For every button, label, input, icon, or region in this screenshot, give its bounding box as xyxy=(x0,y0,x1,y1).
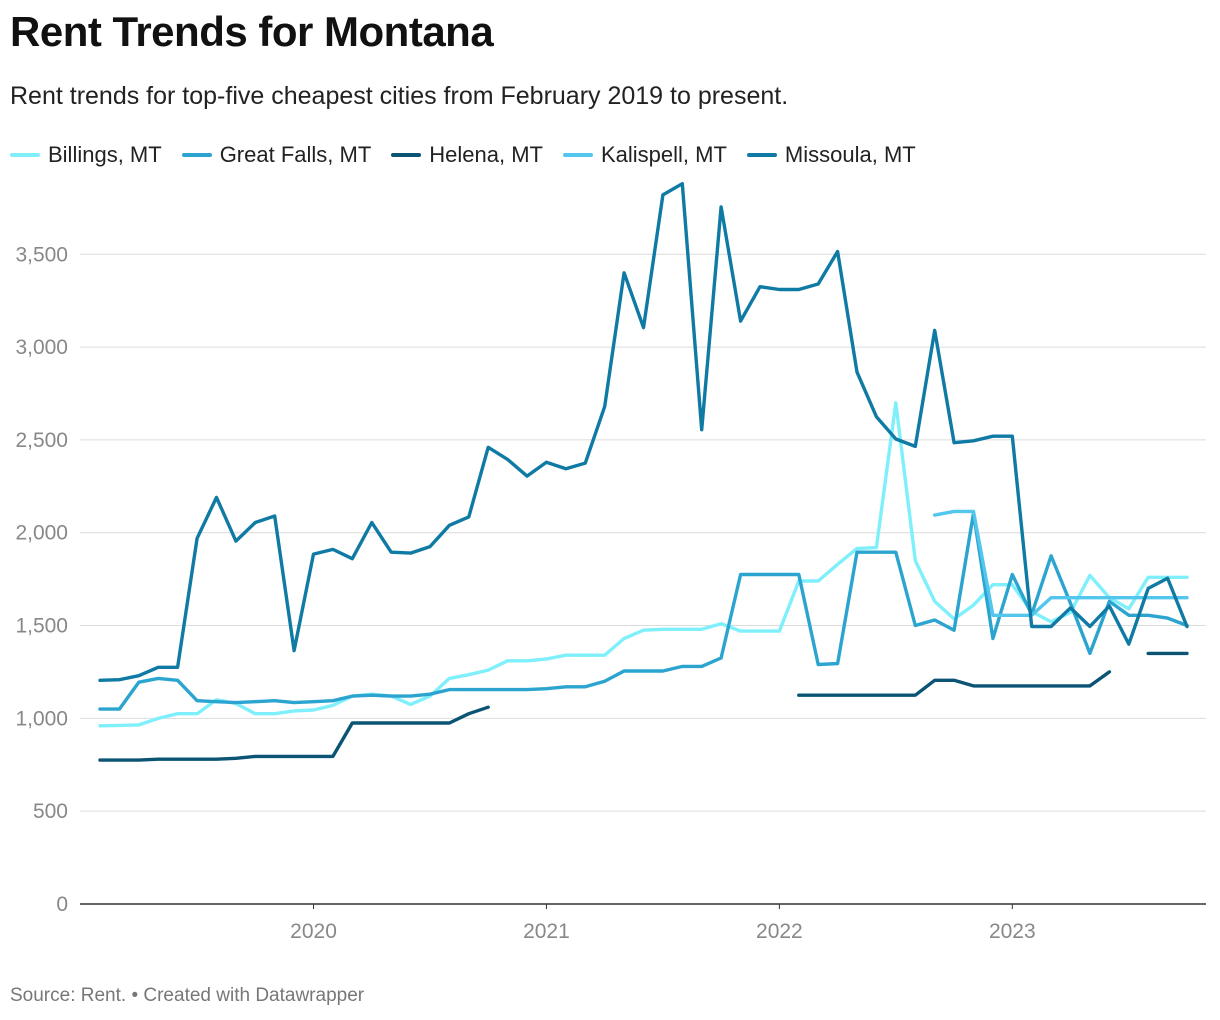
legend-swatch xyxy=(391,153,422,157)
legend-swatch xyxy=(562,153,593,157)
x-tick-label: 2023 xyxy=(989,920,1036,943)
y-axis-ticks: 0 500 1,000 1,500 2,000 2,500 3,000 3,500 xyxy=(15,243,68,916)
chart-subtitle: Rent trends for top-five cheapest cities… xyxy=(10,82,789,110)
y-tick-label: 1,000 xyxy=(15,707,68,730)
x-axis-ticks: 2020 2021 2022 2023 xyxy=(290,904,1036,943)
series-lines xyxy=(98,182,1189,762)
legend-label: Kalispell, MT xyxy=(600,142,727,167)
legend-item-kalispell[interactable]: Kalispell, MT xyxy=(562,142,727,168)
legend-swatch xyxy=(10,153,40,157)
y-tick-label: 3,500 xyxy=(15,243,68,266)
legend-item-missoula[interactable]: Missoula, MT xyxy=(746,142,916,168)
y-tick-label: 3,000 xyxy=(15,336,68,359)
y-tick-label: 500 xyxy=(33,800,68,823)
legend-item-billings[interactable]: Billings, MT xyxy=(10,142,162,168)
series-line-great-falls-mt[interactable] xyxy=(98,511,1189,711)
legend-item-great-falls[interactable]: Great Falls, MT xyxy=(181,142,372,168)
gridlines xyxy=(80,253,1206,812)
y-tick-label: 0 xyxy=(56,893,68,916)
y-tick-label: 1,500 xyxy=(15,615,68,638)
x-tick-label: 2021 xyxy=(523,920,570,943)
y-tick-label: 2,000 xyxy=(15,522,68,545)
chart-legend: Billings, MT Great Falls, MT Helena, MT … xyxy=(10,142,916,168)
legend-item-helena[interactable]: Helena, MT xyxy=(391,142,543,168)
chart-title: Rent Trends for Montana xyxy=(10,8,494,55)
legend-label: Great Falls, MT xyxy=(219,142,372,167)
y-tick-label: 2,500 xyxy=(15,429,68,452)
series-line-helena-mt[interactable] xyxy=(98,651,1189,762)
x-tick-label: 2022 xyxy=(756,920,803,943)
legend-swatch xyxy=(181,153,212,157)
x-tick-label: 2020 xyxy=(290,920,337,943)
series-line-billings-mt[interactable] xyxy=(98,401,1189,728)
legend-label: Helena, MT xyxy=(429,142,543,167)
legend-swatch xyxy=(746,153,777,157)
legend-label: Billings, MT xyxy=(48,142,162,167)
source-note: Source: Rent. • Created with Datawrapper xyxy=(10,985,365,1006)
legend-label: Missoula, MT xyxy=(784,142,916,167)
series-line-missoula-mt[interactable] xyxy=(98,182,1189,682)
